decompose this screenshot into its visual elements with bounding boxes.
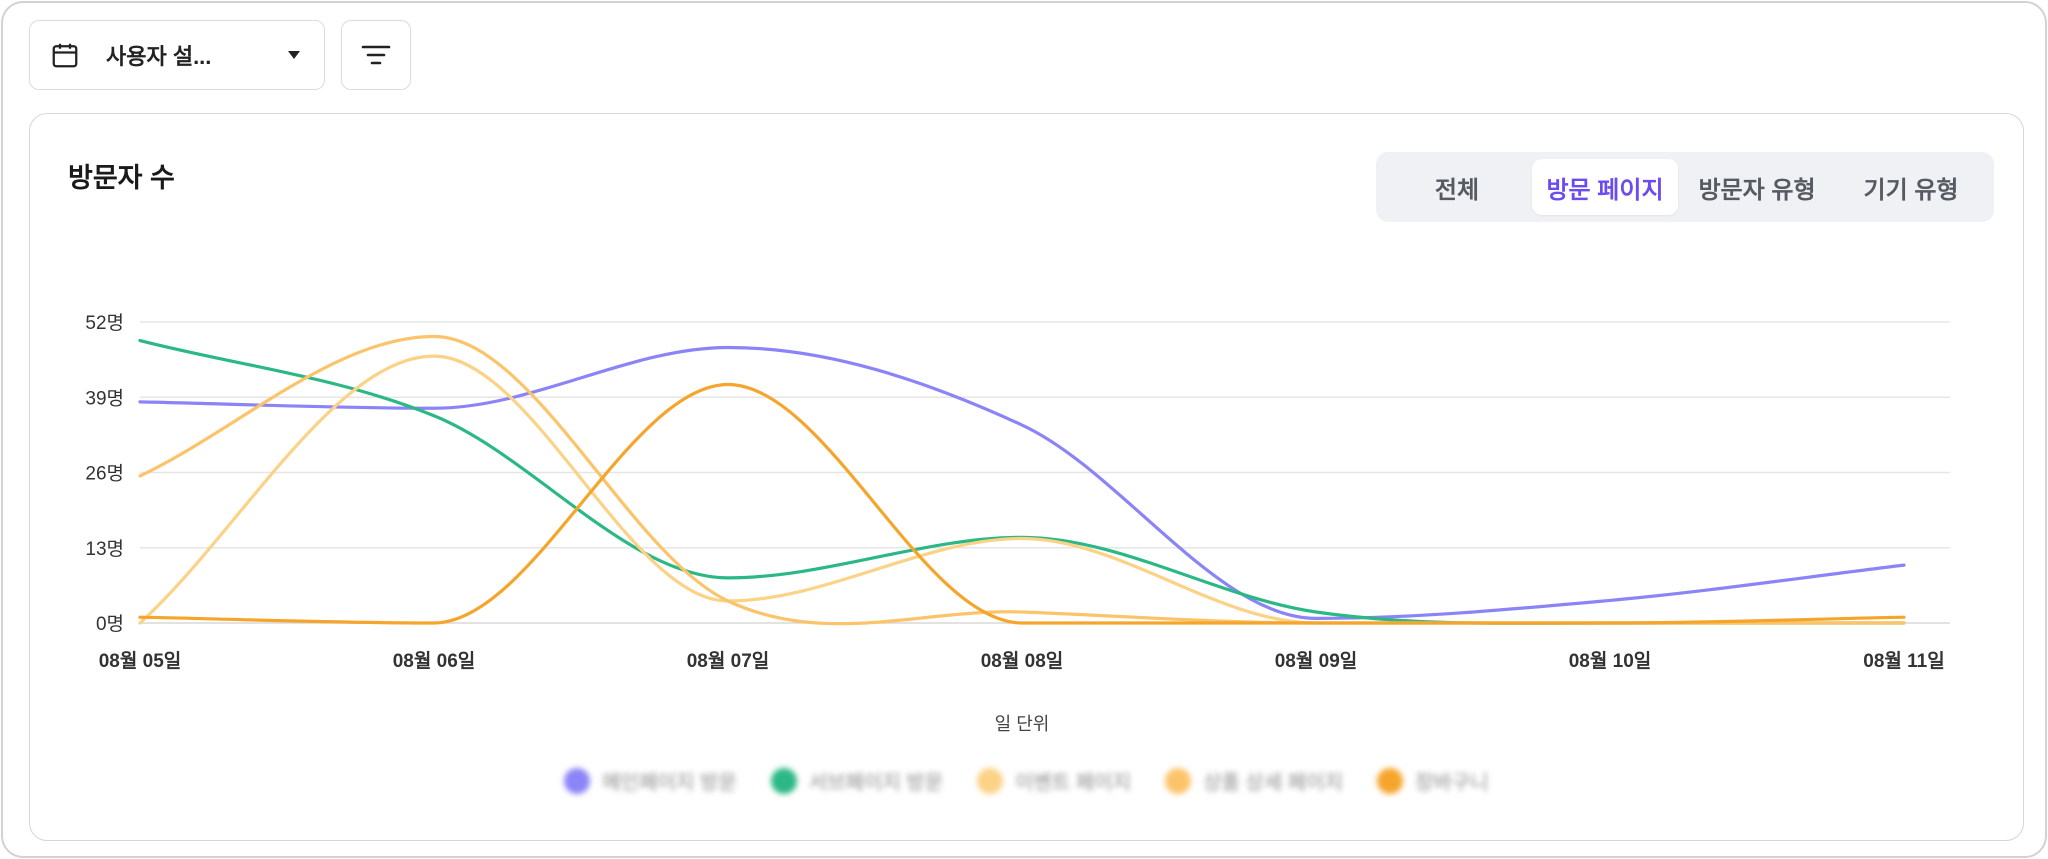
legend-swatch: [1165, 767, 1192, 794]
visitors-line-chart: 0명 13명 26명 39명 52명 08월 05일 08월 06일 08월 07일 08월 0…: [85, 312, 1950, 734]
series-line-2: [138, 338, 1906, 625]
legend-label: 서브페이지 방문: [808, 772, 944, 794]
series-line-5: [138, 382, 1906, 625]
legend-item[interactable]: 장바구니: [1377, 766, 1489, 795]
filter-button[interactable]: [341, 20, 411, 90]
legend-swatch: [1377, 767, 1403, 794]
legend-item[interactable]: 상품 상세 페이지: [1165, 766, 1343, 795]
x-tick-label: 08월 05일: [99, 650, 182, 672]
tab-visit-page[interactable]: 방문 페이지: [1532, 159, 1678, 215]
visitors-card: 0명 13명 26명 39명 52명 08월 05일 08월 06일 08월 07일 08월 0…: [29, 113, 2024, 841]
date-range-label: 사용자 설...: [106, 44, 212, 69]
x-tick-label: 08월 10일: [1569, 650, 1652, 672]
toolbar: 사용자 설...: [29, 20, 411, 90]
series-line-3: [138, 354, 1906, 625]
legend-item[interactable]: 메인페이지 방문: [564, 766, 737, 795]
caret-down-icon: [288, 51, 300, 59]
x-tick-label: 08월 06일: [393, 650, 476, 672]
legend-item[interactable]: 서브페이지 방문: [770, 766, 944, 795]
legend-swatch: [564, 767, 591, 794]
filter-icon: [361, 45, 391, 65]
tab-all[interactable]: 전체: [1434, 176, 1480, 204]
x-tick-label: 08월 09일: [1275, 650, 1358, 672]
legend-swatch: [977, 767, 1004, 794]
legend-swatch: [770, 767, 797, 794]
y-tick-label: 0명: [96, 613, 124, 635]
series-line-1: [138, 345, 1906, 620]
y-tick-label: 52명: [85, 312, 124, 334]
y-tick-label: 39명: [85, 387, 124, 409]
tab-visitor-type[interactable]: 방문자 유형: [1698, 176, 1816, 204]
legend-label: 메인페이지 방문: [602, 772, 737, 794]
date-range-select[interactable]: 사용자 설...: [29, 20, 325, 90]
legend-label: 이벤트 페이지: [1015, 772, 1132, 794]
x-tick-label: 08월 11일: [1863, 650, 1944, 672]
tab-device-type[interactable]: 기기 유형: [1863, 176, 1959, 204]
x-tick-label: 08월 07일: [687, 650, 770, 672]
series-line-4: [138, 334, 1906, 626]
x-axis-title: 일 단위: [995, 714, 1050, 734]
y-tick-label: 13명: [85, 538, 124, 560]
legend-item[interactable]: 이벤트 페이지: [977, 766, 1131, 795]
chart-legend: 메인페이지 방문 서브페이지 방문 이벤트 페이지 상품 상세 페이지 장바구니: [30, 766, 2023, 795]
y-tick-label: 26명: [85, 463, 124, 485]
card-title: 방문자 수: [68, 163, 175, 193]
legend-label: 장바구니: [1415, 772, 1489, 794]
calendar-icon: [52, 43, 78, 68]
legend-label: 상품 상세 페이지: [1203, 772, 1343, 794]
x-tick-label: 08월 08일: [981, 650, 1064, 672]
segment-tabs: 전체 방문 페이지 방문자 유형 기기 유형: [1376, 152, 1994, 222]
